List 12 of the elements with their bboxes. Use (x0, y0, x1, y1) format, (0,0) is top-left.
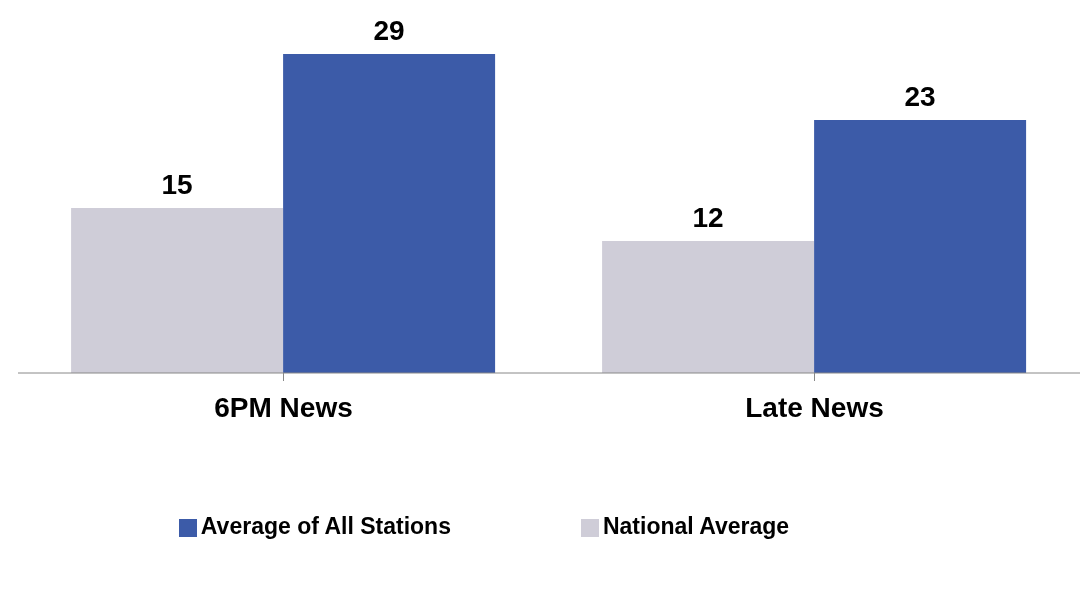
bar (602, 241, 815, 373)
x-tick-label: 6PM News (214, 391, 353, 423)
legend-label: National Average (602, 513, 790, 539)
data-label: 15 (161, 169, 193, 200)
bar (814, 120, 1027, 373)
x-tick-label: Late News (745, 391, 884, 423)
bar (283, 54, 496, 373)
data-label: 12 (692, 202, 724, 233)
bar (71, 208, 284, 373)
data-label: 29 (373, 15, 405, 46)
data-label: 23 (904, 81, 936, 112)
legend-label: Average of All Stations (200, 513, 451, 539)
